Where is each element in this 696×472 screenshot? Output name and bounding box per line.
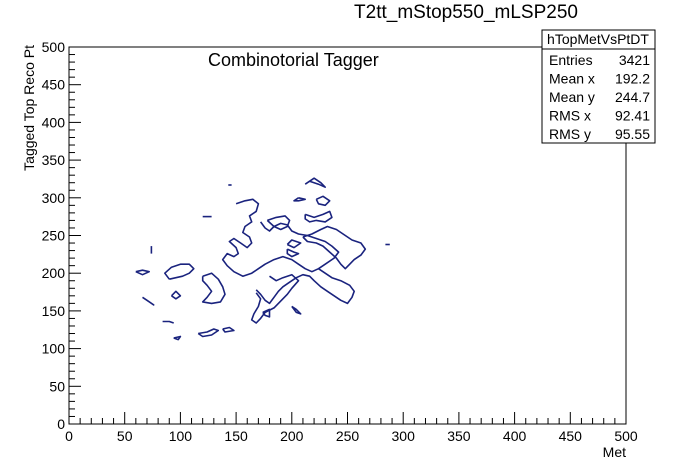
x-tick-label: 400 [503, 428, 527, 444]
contour-line [135, 269, 150, 276]
stat-label: Entries [549, 52, 593, 68]
contour-line [173, 335, 182, 341]
y-axis-label: Tagged Top Reco Pt [21, 45, 37, 171]
chart-title: T2tt_mStop550_mLSP250 [354, 2, 578, 23]
y-tick-label: 0 [57, 416, 65, 432]
x-tick-label: 350 [447, 428, 471, 444]
contour-line [197, 328, 220, 338]
y-tick-label: 50 [49, 378, 65, 394]
x-tick-label: 300 [392, 428, 416, 444]
stat-value: 3421 [619, 52, 650, 68]
y-tick-label: 150 [42, 303, 66, 319]
contour-line [162, 320, 174, 324]
stats-rows: Entries 3421 Mean x 192.2 Mean y 244.7 RMS x 92… [549, 52, 650, 142]
contour-line [286, 248, 300, 258]
y-tick-label: 100 [42, 341, 66, 357]
x-axis: 0 50 100 150 200 250 300 350 400 450 500 [65, 412, 638, 444]
plot-frame [68, 46, 627, 425]
x-tick-label: 50 [117, 428, 133, 444]
stat-value: 92.41 [615, 108, 650, 124]
contour-line [315, 195, 331, 207]
y-tick-label: 500 [42, 39, 66, 55]
x-tick-label: 250 [336, 428, 360, 444]
stat-label: Mean x [549, 71, 595, 87]
x-axis-label: Met [603, 444, 626, 460]
chart-annotation: Combinotorial Tagger [208, 50, 379, 70]
contour-line [266, 215, 291, 231]
x-tick-label: 450 [559, 428, 583, 444]
y-tick-label: 350 [42, 152, 66, 168]
stats-box: hTopMetVsPtDT Entries 3421 Mean x 192.2 Mean… [541, 29, 656, 144]
y-tick-label: 200 [42, 265, 66, 281]
contour-line [291, 305, 302, 315]
contour-line [286, 239, 302, 249]
x-tick-label: 150 [224, 428, 248, 444]
contour-line [255, 268, 356, 305]
stat-value: 95.55 [615, 126, 650, 142]
stats-box-name: hTopMetVsPtDT [547, 31, 649, 47]
contour-line [293, 197, 307, 202]
contour-line [222, 326, 235, 333]
x-tick-label: 0 [65, 428, 73, 444]
y-axis: 0 50 100 150 200 250 300 350 400 450 500 [42, 39, 81, 432]
contour-line [302, 225, 367, 270]
contour-line [262, 308, 271, 318]
y-tick-label: 300 [42, 190, 66, 206]
contour-line [304, 210, 333, 223]
y-tick-label: 400 [42, 114, 66, 130]
y-tick-label: 250 [42, 228, 66, 244]
contour-lines [135, 177, 390, 341]
stat-value: 244.7 [615, 89, 650, 105]
x-tick-label: 200 [280, 428, 304, 444]
contour-line [164, 263, 195, 280]
stat-value: 192.2 [615, 71, 650, 87]
contour-line [304, 177, 327, 188]
stat-label: RMS x [549, 108, 591, 124]
stat-label: Mean y [549, 89, 595, 105]
contour-line [142, 296, 155, 306]
stat-label: RMS y [549, 126, 591, 142]
y-tick-label: 450 [42, 77, 66, 93]
x-tick-label: 100 [169, 428, 193, 444]
x-tick-label: 500 [614, 428, 638, 444]
contour-line [170, 290, 182, 300]
contour-line [250, 273, 300, 324]
contour-line [201, 272, 226, 305]
